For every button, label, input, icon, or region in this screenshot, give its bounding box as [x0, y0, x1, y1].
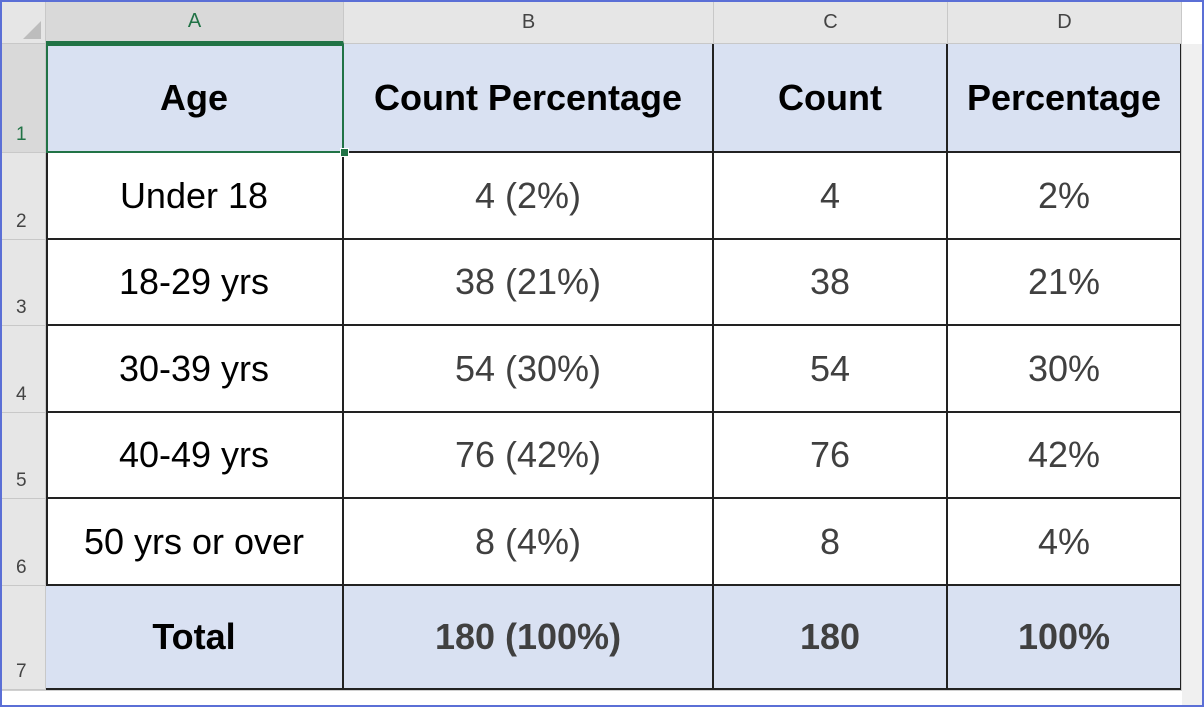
- cell-d4[interactable]: 30%: [948, 326, 1182, 413]
- cell-a5[interactable]: 40-49 yrs: [46, 413, 344, 499]
- cell-d5[interactable]: 42%: [948, 413, 1182, 499]
- column-header-b[interactable]: B: [344, 2, 714, 44]
- column-header-d[interactable]: D: [948, 2, 1182, 44]
- row-header-6[interactable]: 6: [2, 499, 46, 586]
- cell-a4[interactable]: 30-39 yrs: [46, 326, 344, 413]
- cell-b3[interactable]: 38 (21%): [344, 240, 714, 326]
- cell-d6[interactable]: 4%: [948, 499, 1182, 586]
- cell-b6[interactable]: 8 (4%): [344, 499, 714, 586]
- cell-c4[interactable]: 54: [714, 326, 948, 413]
- row-header-3[interactable]: 3: [2, 240, 46, 326]
- row-header-5[interactable]: 5: [2, 413, 46, 499]
- fill-handle[interactable]: [340, 148, 349, 157]
- row-header-1[interactable]: 1: [2, 44, 46, 153]
- bottom-strip: [2, 690, 1182, 705]
- cell-c6[interactable]: 8: [714, 499, 948, 586]
- cell-c7[interactable]: 180: [714, 586, 948, 690]
- row-header-4[interactable]: 4: [2, 326, 46, 413]
- cell-c1[interactable]: Count: [714, 44, 948, 153]
- row-header-2[interactable]: 2: [2, 153, 46, 240]
- select-all-triangle-icon: [23, 21, 41, 39]
- cell-d3[interactable]: 21%: [948, 240, 1182, 326]
- cell-c5[interactable]: 76: [714, 413, 948, 499]
- cell-d2[interactable]: 2%: [948, 153, 1182, 240]
- column-header-c[interactable]: C: [714, 2, 948, 44]
- cell-b4[interactable]: 54 (30%): [344, 326, 714, 413]
- cell-c3[interactable]: 38: [714, 240, 948, 326]
- cell-b5[interactable]: 76 (42%): [344, 413, 714, 499]
- cell-a1[interactable]: Age: [46, 44, 344, 153]
- cell-b2[interactable]: 4 (2%): [344, 153, 714, 240]
- cell-d7[interactable]: 100%: [948, 586, 1182, 690]
- vertical-scrollbar[interactable]: [1181, 44, 1202, 705]
- cell-c2[interactable]: 4: [714, 153, 948, 240]
- cell-a3[interactable]: 18-29 yrs: [46, 240, 344, 326]
- cell-b7[interactable]: 180 (100%): [344, 586, 714, 690]
- cell-a2[interactable]: Under 18: [46, 153, 344, 240]
- select-all-button[interactable]: [2, 2, 46, 44]
- cell-b1[interactable]: Count Percentage: [344, 44, 714, 153]
- cell-a6[interactable]: 50 yrs or over: [46, 499, 344, 586]
- column-header-a[interactable]: A: [46, 2, 344, 44]
- row-header-7[interactable]: 7: [2, 586, 46, 690]
- cell-a7[interactable]: Total: [46, 586, 344, 690]
- cell-d1[interactable]: Percentage: [948, 44, 1182, 153]
- grid-left-border: [46, 44, 48, 690]
